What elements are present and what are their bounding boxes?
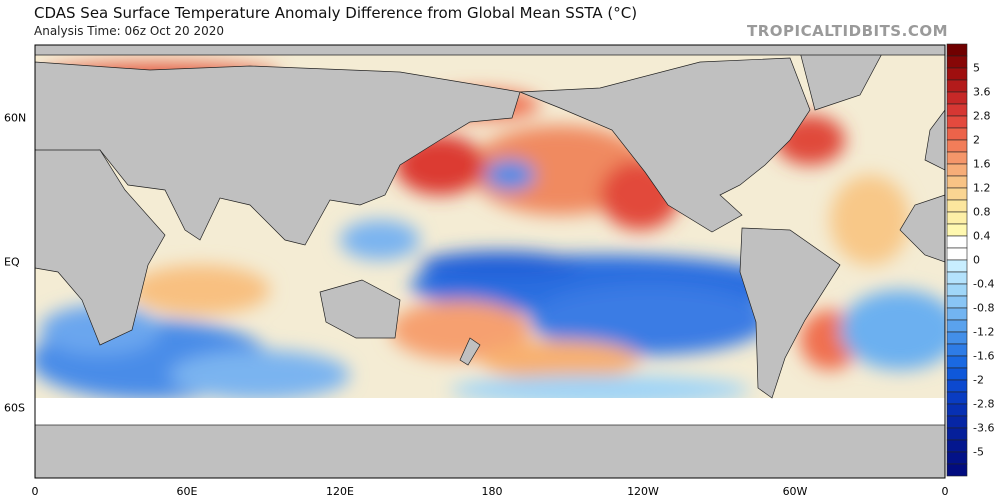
colorbar-label: 1.6 bbox=[973, 157, 991, 171]
colorbar-label: 0.8 bbox=[973, 205, 991, 219]
colorbar bbox=[946, 43, 968, 477]
land-masses bbox=[35, 45, 945, 478]
australia bbox=[319, 279, 401, 339]
colorbar-label: 5 bbox=[973, 61, 980, 75]
lon-label-60e: 60E bbox=[176, 485, 198, 498]
colorbar-label: 2 bbox=[973, 133, 980, 147]
colorbar-cell bbox=[946, 463, 968, 477]
colorbar-cell bbox=[946, 343, 968, 357]
colorbar-cell bbox=[946, 259, 968, 273]
new-zealand bbox=[459, 337, 481, 366]
lon-label-60w: 60W bbox=[782, 485, 808, 498]
colorbar-label: -1.6 bbox=[973, 349, 995, 363]
colorbar-cell bbox=[946, 451, 968, 465]
lon-label-120w: 120W bbox=[627, 485, 659, 498]
colorbar-cell bbox=[946, 199, 968, 213]
colorbar-cell bbox=[946, 367, 968, 381]
colorbar-label: 3.6 bbox=[973, 85, 991, 99]
colorbar-cell bbox=[946, 223, 968, 237]
colorbar-cell bbox=[946, 211, 968, 225]
colorbar-cell bbox=[946, 115, 968, 129]
colorbar-cell bbox=[946, 427, 968, 441]
colorbar-cell bbox=[946, 163, 968, 177]
west-africa bbox=[899, 194, 945, 263]
lon-label-0-right: 0 bbox=[941, 485, 949, 498]
colorbar-cell bbox=[946, 355, 968, 369]
lat-label-eq: EQ bbox=[4, 255, 20, 269]
map-frame bbox=[34, 44, 946, 479]
colorbar-label: 2.8 bbox=[973, 109, 991, 123]
colorbar-cell bbox=[946, 187, 968, 201]
colorbar-label: -5 bbox=[973, 445, 984, 459]
europe-west bbox=[924, 109, 945, 171]
colorbar-cell bbox=[946, 127, 968, 141]
colorbar-label: 0.4 bbox=[973, 229, 991, 243]
colorbar-cell bbox=[946, 79, 968, 93]
africa bbox=[35, 149, 166, 346]
analysis-time: Analysis Time: 06z Oct 20 2020 bbox=[34, 24, 225, 38]
colorbar-cell bbox=[946, 391, 968, 405]
colorbar-cell bbox=[946, 379, 968, 393]
colorbar-cell bbox=[946, 139, 968, 153]
brand-watermark: TROPICALTIDBITS.COM bbox=[747, 22, 948, 40]
sea-ice-band bbox=[35, 398, 945, 428]
colorbar-label: -3.6 bbox=[973, 421, 995, 435]
lat-label-60s: 60S bbox=[4, 401, 25, 415]
colorbar-cell bbox=[946, 91, 968, 105]
colorbar-cell bbox=[946, 175, 968, 189]
colorbar-cell bbox=[946, 295, 968, 309]
lon-label-0: 0 bbox=[31, 485, 39, 498]
colorbar-cell bbox=[946, 55, 968, 69]
colorbar-cell bbox=[946, 319, 968, 333]
colorbar-cell bbox=[946, 439, 968, 453]
colorbar-label: 1.2 bbox=[973, 181, 991, 195]
colorbar-label: -2 bbox=[973, 373, 984, 387]
colorbar-cell bbox=[946, 415, 968, 429]
map-title: CDAS Sea Surface Temperature Anomaly Dif… bbox=[34, 4, 638, 22]
colorbar-label: -0.8 bbox=[973, 301, 995, 315]
lon-label-120e: 120E bbox=[326, 485, 354, 498]
colorbar-label: -2.8 bbox=[973, 397, 995, 411]
antarctica bbox=[35, 424, 945, 478]
colorbar-label: -1.2 bbox=[973, 325, 995, 339]
arctic-land bbox=[35, 45, 945, 56]
colorbar-cell bbox=[946, 235, 968, 249]
north-america bbox=[519, 57, 811, 233]
colorbar-cell bbox=[946, 307, 968, 321]
south-america bbox=[739, 227, 841, 399]
colorbar-label: 0 bbox=[973, 253, 980, 267]
colorbar-cell bbox=[946, 103, 968, 117]
colorbar-cell bbox=[946, 67, 968, 81]
colorbar-cell bbox=[946, 151, 968, 165]
colorbar-cell bbox=[946, 403, 968, 417]
colorbar-cell bbox=[946, 271, 968, 285]
colorbar-cell bbox=[946, 247, 968, 261]
colorbar-cell bbox=[946, 331, 968, 345]
colorbar-cell bbox=[946, 43, 968, 57]
lon-label-180: 180 bbox=[481, 485, 503, 498]
colorbar-cell bbox=[946, 283, 968, 297]
lat-label-60n: 60N bbox=[4, 111, 27, 125]
colorbar-label: -0.4 bbox=[973, 277, 995, 291]
